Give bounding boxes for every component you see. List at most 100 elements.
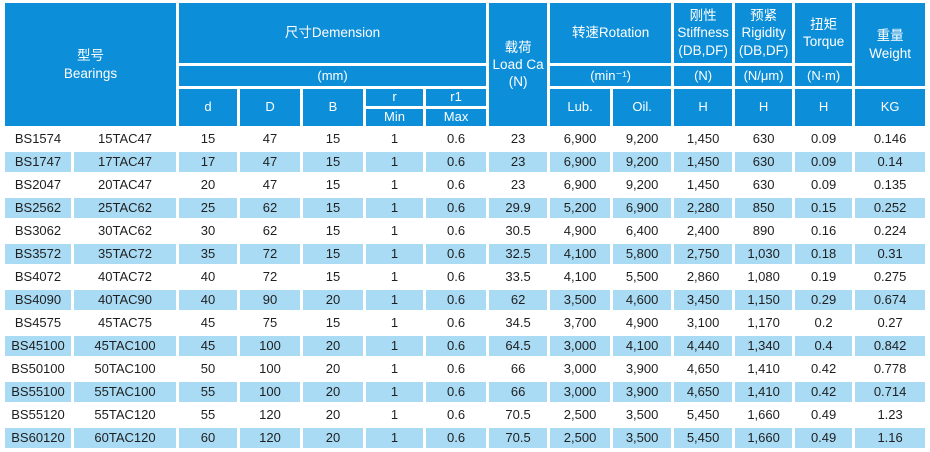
cell: 4,900 (613, 313, 672, 333)
cell: BS4072 (5, 267, 71, 287)
cell: 1.23 (855, 405, 926, 425)
col-header-rotation: 转速Rotation (550, 3, 672, 63)
table-row: BS2047 20TAC47 20 47 15 1 0.6 23 6,900 9,200 1,450… (5, 175, 926, 195)
cell: 3,500 (613, 428, 672, 448)
cell: 0.714 (855, 382, 926, 402)
cell: 60 (179, 428, 238, 448)
cell: BS1574 (5, 129, 71, 149)
cell: BS4575 (5, 313, 71, 333)
cell: 1,410 (735, 359, 793, 379)
cell: 30 (179, 221, 238, 241)
cell: 4,600 (613, 290, 672, 310)
cell: 30TAC62 (74, 221, 177, 241)
cell: 1 (366, 152, 424, 172)
cell: 100 (240, 382, 301, 402)
cell: 0.674 (855, 290, 926, 310)
cell: 1,030 (735, 244, 793, 264)
cell: 1 (366, 382, 424, 402)
cell: 0.14 (855, 152, 926, 172)
cell: 90 (240, 290, 301, 310)
cell: BS60120 (5, 428, 71, 448)
cell: 0.146 (855, 129, 926, 149)
cell: 29.9 (489, 198, 548, 218)
cell: BS2562 (5, 198, 71, 218)
cell: 0.6 (426, 382, 487, 402)
cell: 0.09 (795, 129, 853, 149)
table-row: BS60120 60TAC120 60 120 20 1 0.6 70.5 2,500 3,500… (5, 428, 926, 448)
cell: 6,900 (550, 152, 611, 172)
cell: 5,500 (613, 267, 672, 287)
table-row: BS45100 45TAC100 45 100 20 1 0.6 64.5 3,000 4,100… (5, 336, 926, 356)
cell: 3,000 (550, 336, 611, 356)
col-header-weight: 重量 Weight (855, 3, 926, 86)
cell: 2,500 (550, 405, 611, 425)
cell: 5,800 (613, 244, 672, 264)
cell: 0.49 (795, 405, 853, 425)
col-header-torque: 扭矩 Torque (795, 3, 853, 63)
cell: 0.31 (855, 244, 926, 264)
table-row: BS2562 25TAC62 25 62 15 1 0.6 29.9 5,200 6,900 2,2… (5, 198, 926, 218)
col-header-load: 载荷 Load Ca (N) (489, 3, 548, 126)
cell: 9,200 (613, 129, 672, 149)
cell: 0.6 (426, 428, 487, 448)
cell: 62 (240, 221, 301, 241)
cell: 15 (179, 129, 238, 149)
col-header-D: D (240, 89, 301, 126)
col-header-torque-h: H (795, 89, 853, 126)
cell: BS3062 (5, 221, 71, 241)
stiffness-unit: (N) (674, 66, 733, 86)
cell: 33.5 (489, 267, 548, 287)
cell: 15 (303, 244, 364, 264)
cell: 40TAC72 (74, 267, 177, 287)
cell: 1 (366, 405, 424, 425)
cell: 55 (179, 382, 238, 402)
cell: BS1747 (5, 152, 71, 172)
col-header-oil: Oil. (613, 89, 672, 126)
cell: 1 (366, 129, 424, 149)
table-body: BS1574 15TAC47 15 47 15 1 0.6 23 6,900 9,200 1,450… (5, 129, 926, 448)
cell: 0.6 (426, 152, 487, 172)
cell: 72 (240, 244, 301, 264)
col-header-rigidity: 预紧 Rigidity (DB,DF) (735, 3, 793, 63)
dimension-unit: (mm) (179, 66, 487, 86)
cell: 45 (179, 336, 238, 356)
table-row: BS4575 45TAC75 45 75 15 1 0.6 34.5 3,700 4,900 3,1… (5, 313, 926, 333)
cell: 4,440 (674, 336, 733, 356)
cell: 0.6 (426, 198, 487, 218)
cell: 1,410 (735, 382, 793, 402)
cell: 64.5 (489, 336, 548, 356)
cell: 1,660 (735, 405, 793, 425)
cell: 25TAC62 (74, 198, 177, 218)
cell: 66 (489, 382, 548, 402)
cell: 72 (240, 267, 301, 287)
cell: 0.15 (795, 198, 853, 218)
cell: 0.09 (795, 175, 853, 195)
col-header-B: B (303, 89, 364, 126)
cell: 0.18 (795, 244, 853, 264)
cell: 0.224 (855, 221, 926, 241)
cell: 30.5 (489, 221, 548, 241)
cell: 3,700 (550, 313, 611, 333)
cell: 75 (240, 313, 301, 333)
cell: 35 (179, 244, 238, 264)
cell: 850 (735, 198, 793, 218)
cell: 890 (735, 221, 793, 241)
cell: 100 (240, 336, 301, 356)
cell: 0.6 (426, 313, 487, 333)
cell: 20 (303, 290, 364, 310)
cell: BS45100 (5, 336, 71, 356)
cell: 47 (240, 129, 301, 149)
cell: 0.6 (426, 244, 487, 264)
cell: 100 (240, 359, 301, 379)
cell: 0.6 (426, 267, 487, 287)
cell: 3,100 (674, 313, 733, 333)
cell: 70.5 (489, 428, 548, 448)
torque-unit: (N·m) (795, 66, 853, 86)
cell: 34.5 (489, 313, 548, 333)
cell: 0.6 (426, 175, 487, 195)
table-row: BS1574 15TAC47 15 47 15 1 0.6 23 6,900 9,200 1,450… (5, 129, 926, 149)
cell: BS50100 (5, 359, 71, 379)
col-header-bearings: 型号 Bearings (5, 3, 177, 126)
cell: 0.09 (795, 152, 853, 172)
cell: 1,450 (674, 129, 733, 149)
